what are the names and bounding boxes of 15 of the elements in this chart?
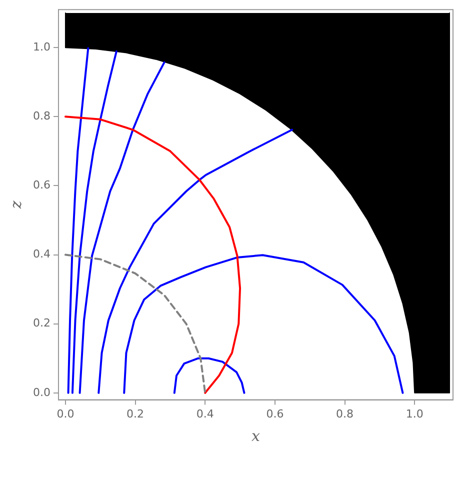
x-axis-title: x [252, 426, 261, 445]
x-tick-label: 0.0 [56, 407, 74, 420]
y-tick-label: 1.0 [32, 40, 50, 54]
y-tick-label: 0.6 [32, 178, 50, 192]
y-axis-title: z [6, 200, 25, 210]
x-tick-label: 0.6 [266, 407, 284, 420]
y-tick-label: 0.4 [32, 248, 50, 261]
x-tick-label: 0.4 [196, 407, 214, 420]
y-tick-label: 0.0 [32, 386, 50, 399]
line-series [64, 254, 206, 394]
x-tick-label: 0.2 [126, 407, 144, 420]
x-tick-label: 1.0 [406, 407, 424, 420]
x-tick-label: 0.8 [336, 407, 354, 420]
y-tick-label: 0.2 [32, 316, 50, 330]
y-tick-label: 0.8 [32, 110, 50, 123]
